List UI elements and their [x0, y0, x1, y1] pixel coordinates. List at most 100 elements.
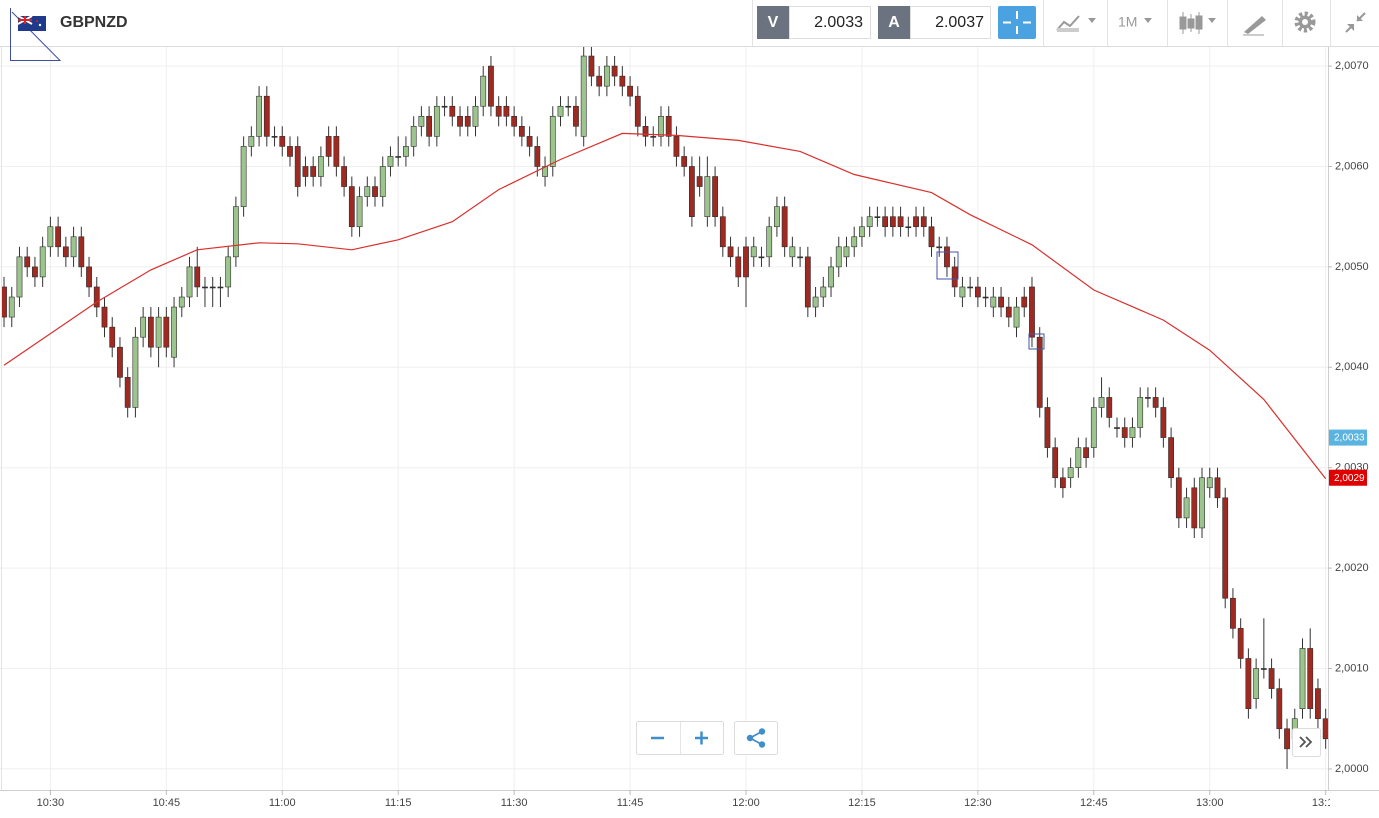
- x-tick-label: 12:00: [732, 797, 760, 809]
- share-button[interactable]: [734, 721, 778, 755]
- bid-box[interactable]: [789, 6, 871, 39]
- bid-price: 2.0033: [814, 14, 863, 31]
- candle-body: [859, 226, 865, 238]
- candle-body: [990, 296, 997, 308]
- candle-body: [395, 156, 402, 158]
- candle-body: [704, 176, 711, 217]
- plot-area: [1, 47, 1328, 769]
- candle-body: [851, 236, 858, 248]
- crosshair-button[interactable]: [998, 6, 1036, 39]
- candle-body: [1098, 397, 1105, 408]
- candle-body: [78, 236, 85, 268]
- candle-body: [1299, 648, 1306, 709]
- candle-body: [743, 246, 749, 278]
- candle-body: [62, 246, 69, 258]
- candle-body: [441, 105, 448, 108]
- price-tag-label: 2,0029: [1334, 473, 1365, 484]
- candle-body: [379, 166, 386, 197]
- candle-body: [1059, 477, 1066, 489]
- candle-body: [1183, 497, 1190, 519]
- candle-body: [1044, 407, 1051, 448]
- y-tick-label: 2,0010: [1335, 662, 1369, 674]
- price-tag: [1329, 469, 1367, 486]
- x-tick-label: 13:15: [1312, 797, 1340, 809]
- candle-body: [449, 105, 456, 117]
- collapse-button[interactable]: [1345, 12, 1366, 33]
- candle-body: [202, 286, 208, 289]
- ask-label: A: [888, 14, 900, 31]
- candle-body: [1, 286, 7, 318]
- timeframe[interactable]: 1M: [1118, 14, 1137, 30]
- crosshair-icon: [1003, 11, 1031, 34]
- candle-body: [472, 105, 479, 127]
- candle-body: [820, 286, 827, 298]
- candle-body: [1021, 296, 1028, 308]
- toolbar: GBPNZD V 2.0033 A 2.0037 1M: [0, 0, 1379, 61]
- candle-body: [998, 296, 1004, 308]
- x-tick-label: 12:15: [848, 797, 876, 809]
- candle-type-button[interactable]: [1179, 12, 1216, 34]
- x-tick-label: 12:30: [964, 797, 992, 809]
- candle-body: [665, 115, 672, 137]
- candle-body: [596, 75, 603, 87]
- candle-body: [1206, 477, 1213, 489]
- candle-body: [1160, 407, 1167, 438]
- candle-body: [1083, 447, 1089, 458]
- candle-body: [248, 136, 255, 147]
- candle-body: [325, 136, 332, 157]
- candle-body: [843, 246, 850, 258]
- candle-body: [503, 105, 510, 117]
- candle-body: [32, 266, 38, 278]
- candle-body: [897, 216, 904, 228]
- candle-body: [681, 156, 688, 167]
- corner-drawing: [10, 8, 62, 61]
- ask-box[interactable]: [910, 6, 991, 39]
- candle-body: [689, 166, 695, 217]
- candle-body: [47, 226, 54, 248]
- candle-body: [518, 126, 525, 137]
- candle-body: [1152, 397, 1159, 408]
- bid-label-box: [757, 6, 789, 39]
- candle-body: [913, 216, 919, 228]
- candle-body: [781, 206, 788, 248]
- x-tick-label: 11:30: [501, 797, 528, 809]
- candle-body: [70, 236, 77, 258]
- x-tick-label: 11:00: [269, 797, 296, 809]
- x-labels: 10:30 10:45 11:00 11:15 11:30 11:45 12:00 12:15…: [37, 790, 1340, 809]
- candle-body: [86, 266, 92, 288]
- flag-icon: [17, 15, 46, 31]
- candle-body: [719, 216, 726, 248]
- candle-body: [294, 146, 301, 187]
- candle-body: [835, 246, 842, 268]
- candle-body: [882, 216, 889, 228]
- candle-body: [318, 156, 324, 177]
- candle-body: [627, 85, 633, 97]
- candle-body: [1222, 497, 1229, 599]
- candle-body: [580, 55, 587, 137]
- chart-type-button[interactable]: [1056, 15, 1096, 32]
- candle-body: [750, 246, 757, 258]
- candle-body: [140, 316, 147, 338]
- candle-body: [240, 146, 247, 207]
- candle-body: [1005, 306, 1012, 318]
- candle-body: [39, 246, 46, 278]
- candle-body: [920, 216, 927, 228]
- candle-body: [495, 105, 502, 117]
- candle-body: [333, 136, 340, 167]
- draw-button[interactable]: [1243, 16, 1266, 36]
- x-tick-label: 11:15: [385, 797, 412, 809]
- candle-body: [658, 115, 664, 137]
- candle-body: [132, 336, 139, 408]
- bid-label: V: [768, 14, 779, 31]
- candle-body: [565, 105, 572, 108]
- zoom-in-button[interactable]: [681, 722, 723, 754]
- candle-body: [1168, 437, 1175, 479]
- candle-body: [1322, 718, 1328, 740]
- scroll-to-end-button[interactable]: [1292, 728, 1321, 757]
- settings-button[interactable]: [1294, 11, 1316, 33]
- candle-body: [944, 246, 950, 268]
- candle-body: [155, 316, 162, 348]
- candle-body: [1106, 397, 1113, 418]
- zoom-out-button[interactable]: [637, 722, 680, 754]
- candle-body: [8, 296, 15, 318]
